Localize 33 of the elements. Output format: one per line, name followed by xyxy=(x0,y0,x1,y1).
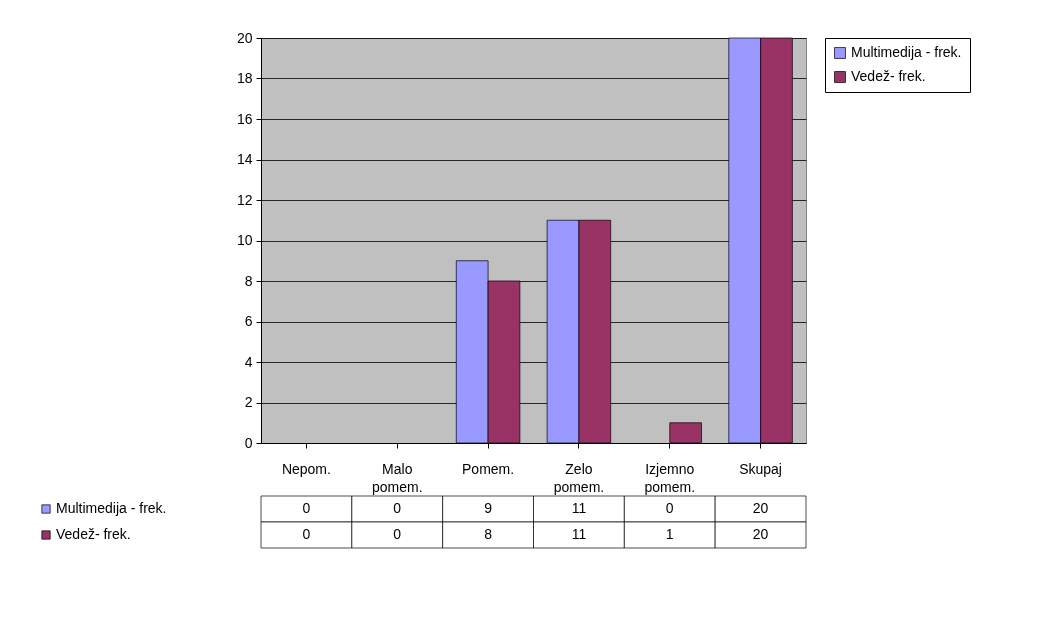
y-tick-label: 18 xyxy=(236,70,253,86)
data-label: 0 xyxy=(393,500,402,516)
data-label: 9 xyxy=(484,500,493,516)
x-tick-label: Nepom. xyxy=(281,460,331,477)
text: Vedež- frek. xyxy=(56,526,131,542)
y-tick-label: 0 xyxy=(244,434,253,451)
y-tick-label: 16 xyxy=(236,110,253,127)
data-label: 20 xyxy=(752,526,769,542)
x-tick-label: Izjemno pomem. xyxy=(644,460,696,495)
data-label: 0 xyxy=(665,500,674,516)
legend-label: Vedež- frek. xyxy=(851,68,926,84)
data-label: 1 xyxy=(665,526,674,542)
y-tick-label: 4 xyxy=(244,353,253,370)
y-tick-label: 14 xyxy=(236,151,253,167)
text: Multimedija - frek. xyxy=(56,500,167,516)
data-label: 0 xyxy=(393,526,402,542)
data-label: 11 xyxy=(571,526,587,542)
data-label: 20 xyxy=(752,500,769,516)
x-tick-label: Zelo pomem. xyxy=(553,460,605,495)
legend-label: Multimedija - frek. xyxy=(851,44,962,60)
data-label: 0 xyxy=(302,500,311,516)
y-tick-label: 20 xyxy=(236,29,253,46)
data-label: 8 xyxy=(484,526,493,542)
y-tick-label: 6 xyxy=(244,313,253,329)
x-tick-label: Skupaj xyxy=(739,460,782,477)
y-tick-label: 2 xyxy=(244,394,253,410)
data-label: 11 xyxy=(571,500,587,516)
data-label: 0 xyxy=(302,526,311,542)
x-tick-label: Pomem. xyxy=(462,460,515,477)
x-tick-label: Malo pomem. xyxy=(371,460,423,495)
y-tick-label: 8 xyxy=(244,272,253,289)
y-tick-label: 10 xyxy=(236,232,253,248)
y-tick-label: 12 xyxy=(236,191,253,208)
